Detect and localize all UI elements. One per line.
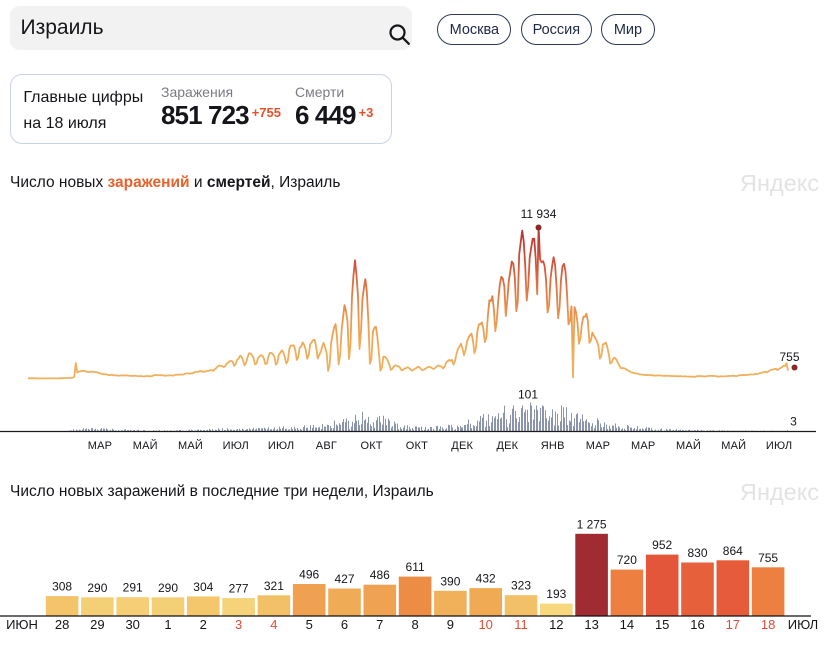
svg-text:755: 755 [779, 350, 799, 364]
svg-text:432: 432 [476, 572, 496, 586]
svg-text:1: 1 [164, 617, 171, 632]
svg-text:ИЮЛ: ИЮЛ [766, 440, 792, 452]
svg-text:390: 390 [440, 574, 460, 588]
svg-text:101: 101 [518, 388, 538, 402]
svg-text:193: 193 [546, 587, 566, 601]
svg-text:3: 3 [235, 617, 242, 632]
svg-text:10: 10 [478, 617, 492, 632]
svg-text:ДЕК: ДЕК [451, 440, 473, 452]
svg-text:8: 8 [411, 617, 418, 632]
svg-text:7: 7 [376, 617, 383, 632]
svg-text:ДЕК: ДЕК [497, 440, 519, 452]
svg-text:МАЙ: МАЙ [721, 439, 746, 452]
svg-text:ИЮЛ: ИЮЛ [268, 440, 294, 452]
svg-text:15: 15 [655, 617, 669, 632]
svg-text:952: 952 [652, 538, 672, 552]
svg-text:427: 427 [334, 572, 354, 586]
svg-text:АВГ: АВГ [316, 440, 337, 452]
svg-text:2: 2 [200, 617, 207, 632]
svg-text:11 934: 11 934 [521, 207, 557, 221]
svg-text:ИЮЛ: ИЮЛ [223, 440, 249, 452]
svg-text:17: 17 [726, 617, 740, 632]
svg-text:1 275: 1 275 [577, 517, 607, 531]
svg-text:ЯНВ: ЯНВ [541, 440, 565, 452]
svg-text:720: 720 [617, 553, 637, 567]
svg-text:304: 304 [193, 580, 213, 594]
svg-text:МАЙ: МАЙ [133, 439, 158, 452]
svg-text:16: 16 [690, 617, 704, 632]
svg-text:3: 3 [790, 415, 797, 429]
svg-text:11: 11 [514, 617, 528, 632]
svg-text:290: 290 [87, 581, 107, 595]
svg-text:МАР: МАР [88, 440, 112, 452]
svg-text:14: 14 [620, 617, 634, 632]
svg-text:4: 4 [270, 617, 277, 632]
svg-text:5: 5 [306, 617, 313, 632]
svg-text:ОКТ: ОКТ [406, 440, 428, 452]
svg-text:9: 9 [447, 617, 454, 632]
svg-text:486: 486 [370, 568, 390, 582]
svg-text:МАР: МАР [631, 440, 655, 452]
svg-text:755: 755 [758, 551, 778, 565]
svg-text:28: 28 [55, 617, 69, 632]
svg-text:323: 323 [511, 579, 531, 593]
svg-text:308: 308 [52, 580, 72, 594]
svg-text:ИЮН: ИЮН [6, 617, 38, 632]
svg-text:13: 13 [584, 617, 598, 632]
svg-text:6: 6 [341, 617, 348, 632]
svg-text:611: 611 [406, 560, 425, 574]
svg-text:830: 830 [687, 546, 707, 560]
svg-text:12: 12 [549, 617, 563, 632]
svg-text:29: 29 [90, 617, 104, 632]
svg-text:18: 18 [761, 617, 775, 632]
svg-text:321: 321 [264, 579, 284, 593]
svg-text:МАЙ: МАЙ [178, 439, 203, 452]
svg-text:290: 290 [158, 581, 178, 595]
svg-text:864: 864 [723, 544, 743, 558]
svg-text:277: 277 [229, 582, 249, 596]
svg-text:30: 30 [125, 617, 139, 632]
svg-text:ОКТ: ОКТ [360, 440, 382, 452]
svg-text:291: 291 [123, 581, 143, 595]
svg-text:496: 496 [299, 568, 319, 582]
svg-text:МАЙ: МАЙ [676, 439, 701, 452]
svg-text:МАР: МАР [586, 440, 610, 452]
svg-text:ИЮЛ: ИЮЛ [788, 617, 818, 632]
